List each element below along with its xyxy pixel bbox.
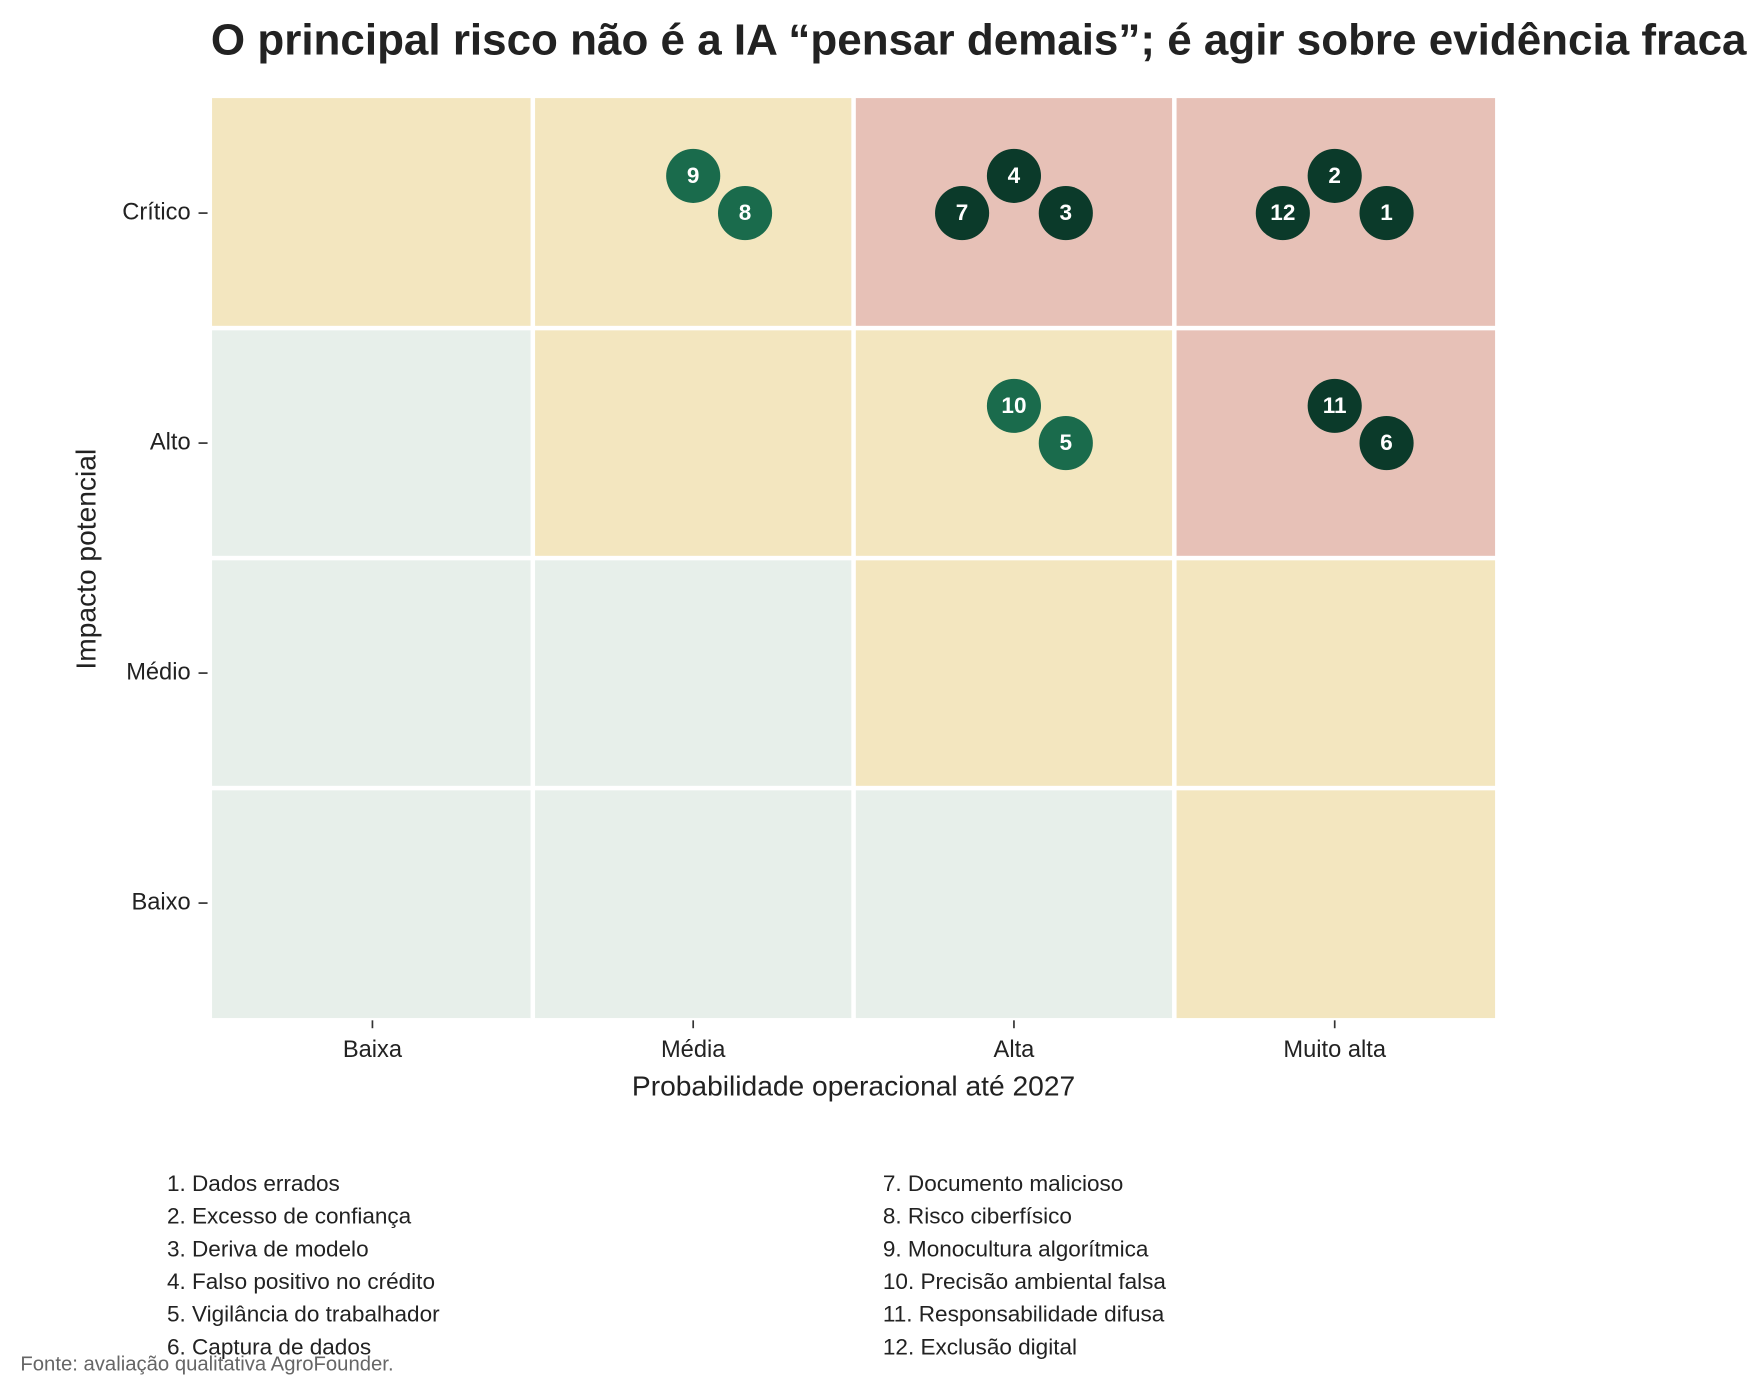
x-tick-label: Média xyxy=(661,1037,726,1063)
risk-number: 7 xyxy=(956,200,969,225)
risk-number: 8 xyxy=(739,200,752,225)
risk-circle xyxy=(717,186,773,241)
matrix-cell xyxy=(1176,98,1496,326)
matrix-cell xyxy=(855,98,1173,326)
risk-number: 3 xyxy=(1060,200,1073,225)
risk-marker: 12 xyxy=(1255,186,1310,241)
risk-marker: 6 xyxy=(1359,416,1414,471)
legend-item: 9. Monocultura algorítmica xyxy=(883,1236,1149,1261)
risk-number: 10 xyxy=(1001,393,1026,418)
source-note: Fonte: avaliação qualitativa AgroFounder… xyxy=(20,1354,393,1376)
legend-item: 2. Excesso de confiança xyxy=(167,1204,412,1229)
risk-marker: 9 xyxy=(666,148,721,203)
matrix-cell xyxy=(535,98,852,326)
risk-marker: 3 xyxy=(1038,186,1093,241)
risk-number: 12 xyxy=(1270,200,1295,225)
y-tick-label: Alto xyxy=(150,429,191,455)
matrix-cell xyxy=(535,330,852,556)
x-tick-label: Alta xyxy=(994,1037,1036,1063)
legend-item: 8. Risco ciberfísico xyxy=(883,1204,1072,1229)
legend-item: 12. Exclusão digital xyxy=(883,1334,1077,1359)
risk-number: 4 xyxy=(1008,163,1021,188)
risk-circle xyxy=(1307,378,1362,433)
x-tick-label: Baixa xyxy=(343,1037,403,1063)
risk-circle xyxy=(666,148,721,203)
matrix-cell xyxy=(855,560,1173,786)
legend-item: 1. Dados errados xyxy=(167,1171,340,1196)
y-tick-label: Crítico xyxy=(122,199,190,225)
legend-item: 7. Documento malicioso xyxy=(883,1171,1123,1196)
risk-circle xyxy=(1038,186,1093,241)
legend-item: 3. Deriva de modelo xyxy=(167,1236,369,1261)
risk-circle xyxy=(1255,186,1310,241)
risk-marker: 11 xyxy=(1307,378,1362,433)
y-tick-label: Médio xyxy=(126,659,190,685)
legend-item: 5. Vigilância do trabalhador xyxy=(167,1302,440,1327)
legend-item: 6. Captura de dados xyxy=(167,1334,371,1359)
risk-marker: 5 xyxy=(1038,416,1093,471)
x-axis-title: Probabilidade operacional até 2027 xyxy=(632,1069,1075,1101)
matrix-cell xyxy=(212,560,531,786)
y-tick-label: Baixo xyxy=(131,889,190,915)
risk-marker: 8 xyxy=(717,186,773,241)
risk-marker: 2 xyxy=(1307,148,1362,203)
matrix-cell xyxy=(535,560,852,786)
risk-circle xyxy=(1359,416,1414,471)
matrix-cell xyxy=(855,790,1173,1019)
x-tick-label: Muito alta xyxy=(1283,1037,1386,1063)
matrix-cell xyxy=(1176,560,1496,786)
matrix-cell xyxy=(855,330,1173,556)
risk-number: 6 xyxy=(1380,430,1393,455)
legend-item: 4. Falso positivo no crédito xyxy=(167,1269,435,1294)
risk-number: 11 xyxy=(1323,393,1347,418)
risk-number: 5 xyxy=(1060,430,1073,455)
risk-marker: 7 xyxy=(935,186,990,241)
matrix-cell xyxy=(1176,790,1496,1019)
legend-item: 10. Precisão ambiental falsa xyxy=(883,1269,1167,1294)
risk-number: 9 xyxy=(687,163,700,188)
matrix-cell xyxy=(212,98,531,326)
risk-number: 2 xyxy=(1328,163,1341,188)
risk-circle xyxy=(1307,148,1362,203)
risk-marker: 4 xyxy=(986,148,1042,203)
risk-circle xyxy=(935,186,990,241)
risk-circle xyxy=(1038,416,1093,471)
y-axis-title: Impacto potencial xyxy=(69,449,101,670)
risk-marker: 10 xyxy=(986,378,1042,433)
risk-number: 1 xyxy=(1380,200,1393,225)
matrix-cell xyxy=(212,790,531,1019)
matrix-cell xyxy=(212,330,531,556)
risk-circle xyxy=(986,148,1042,203)
chart-title: O principal risco não é a IA “pensar dem… xyxy=(211,15,1747,64)
risk-circle xyxy=(1359,186,1414,241)
legend-item: 11. Responsabilidade difusa xyxy=(883,1302,1165,1327)
risk-marker: 1 xyxy=(1359,186,1414,241)
matrix-cell xyxy=(1176,330,1496,556)
risk-circle xyxy=(986,378,1042,433)
matrix-cell xyxy=(535,790,852,1019)
